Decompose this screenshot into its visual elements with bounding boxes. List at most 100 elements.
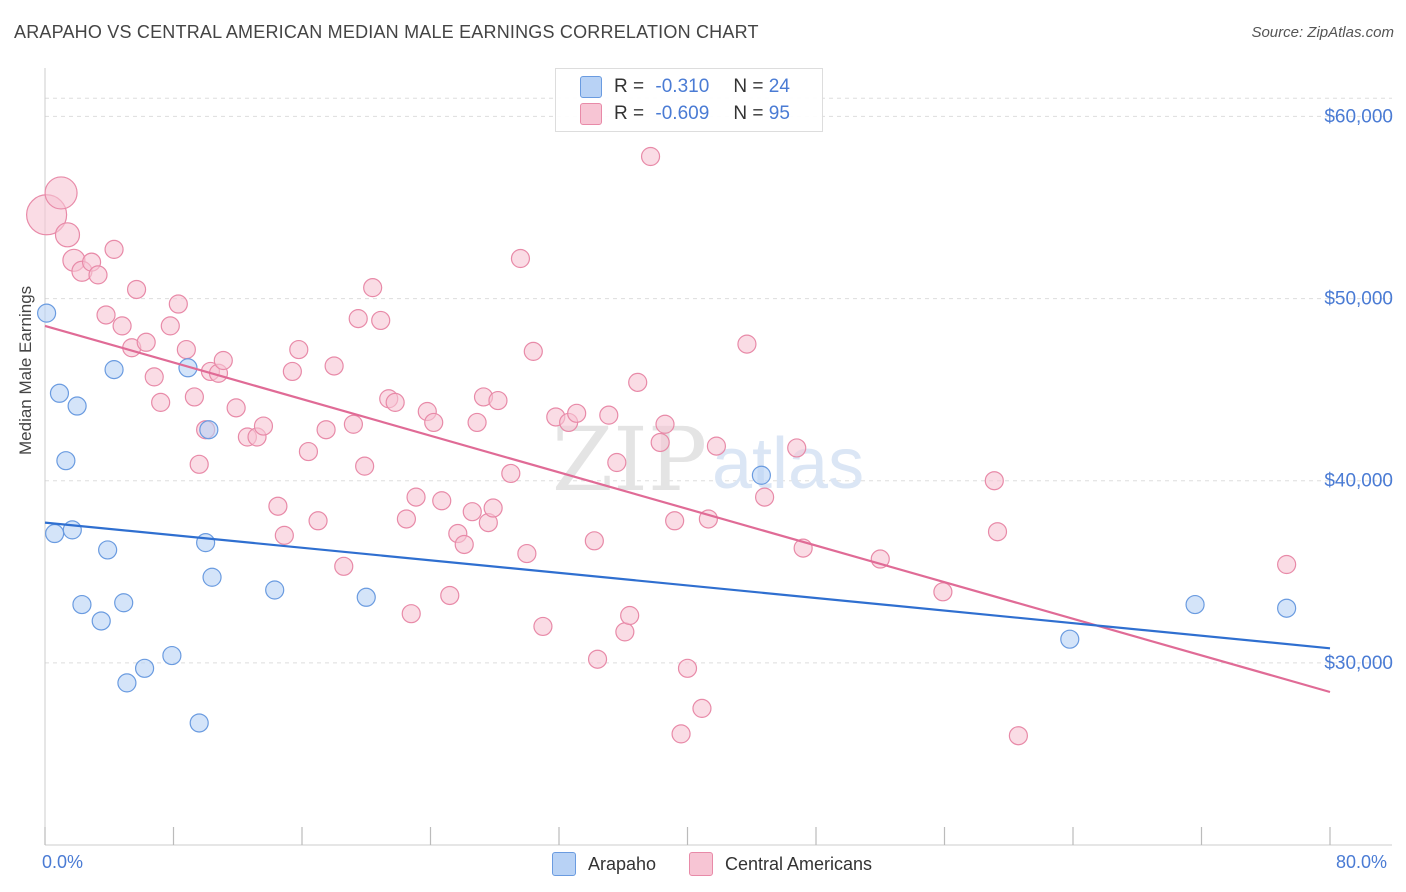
central-americans-point <box>44 176 78 210</box>
arapaho-point <box>49 383 70 403</box>
central-americans-point <box>144 367 164 387</box>
central-americans-point <box>984 471 1004 491</box>
arapaho-point <box>117 673 137 693</box>
central-americans-point <box>787 438 807 458</box>
central-americans-point <box>523 341 543 361</box>
watermark-atlas: atlas <box>712 424 864 504</box>
central-americans-points <box>26 146 1297 746</box>
central-americans-point <box>599 405 619 425</box>
central-americans-point <box>628 372 648 392</box>
x-tick-label-min: 0.0% <box>42 852 84 872</box>
arapaho-point <box>356 587 376 607</box>
watermark-zip: ZIP <box>552 408 707 511</box>
central-americans-point <box>126 279 147 300</box>
r-label: R = <box>614 76 645 97</box>
central-americans-point <box>454 534 474 555</box>
central-americans-point <box>510 248 531 269</box>
n-label: N = <box>733 76 764 97</box>
central-americans-point <box>160 316 180 336</box>
r-label: R = <box>614 103 645 124</box>
central-americans-point <box>363 278 383 298</box>
central-r-value: -0.609 <box>655 103 710 124</box>
arapaho-trend-line <box>44 521 1331 650</box>
central-americans-point <box>112 316 132 336</box>
central-americans-point <box>316 420 336 440</box>
central-americans-point <box>213 350 233 371</box>
arapaho-r-value: -0.310 <box>655 76 710 97</box>
central-americans-point <box>650 432 670 453</box>
central-americans-point <box>424 412 444 433</box>
arapaho-point <box>265 580 285 600</box>
y-tick-labels: $30,000 $40,000 $50,000 $60,000 <box>1324 106 1393 673</box>
central-americans-point <box>253 416 274 436</box>
arapaho-points <box>37 303 1297 733</box>
chart-title: ARAPAHO VS CENTRAL AMERICAN MEDIAN MALE … <box>14 22 759 42</box>
arapaho-legend-label: Arapaho <box>588 853 657 874</box>
central-legend-swatch <box>689 852 713 876</box>
central-n-value: 95 <box>768 103 790 124</box>
y-tick-label: $40,000 <box>1324 471 1393 492</box>
correlation-legend: R = -0.310 N = 24 R = -0.609 N = 95 <box>555 68 823 132</box>
central-americans-point <box>401 604 421 624</box>
central-americans-point <box>501 463 521 484</box>
central-americans-point <box>620 605 640 626</box>
central-americans-point <box>488 390 508 411</box>
arapaho-legend-swatch <box>552 852 576 876</box>
grid-lines <box>45 97 1392 664</box>
central-americans-point <box>184 387 204 407</box>
y-tick-label: $60,000 <box>1324 106 1393 127</box>
central-americans-point <box>533 616 553 637</box>
central-americans-point <box>168 294 188 314</box>
central-americans-point <box>396 509 417 529</box>
arapaho-point <box>1277 598 1297 618</box>
arapaho-n-value: 24 <box>768 76 790 97</box>
bottom-legend-arapaho: Arapaho <box>552 850 656 878</box>
central-americans-point <box>298 441 319 462</box>
arapaho-point <box>37 303 57 323</box>
central-americans-point <box>274 525 294 545</box>
central-americans-point <box>88 265 108 285</box>
central-americans-point <box>517 543 537 564</box>
central-swatch <box>580 103 602 125</box>
central-americans-point <box>655 414 675 434</box>
arapaho-point <box>98 540 118 560</box>
central-legend-label: Central Americans <box>725 853 873 874</box>
arapaho-point <box>104 360 124 380</box>
central-americans-point <box>987 522 1008 542</box>
arapaho-point <box>134 658 155 678</box>
central-americans-point <box>406 487 426 507</box>
y-tick-label: $30,000 <box>1324 653 1393 674</box>
arapaho-point <box>196 533 216 553</box>
central-americans-point <box>640 146 661 167</box>
central-americans-point <box>54 222 81 248</box>
central-americans-point <box>607 452 627 473</box>
central-americans-point <box>462 502 482 522</box>
central-americans-point <box>136 332 156 352</box>
central-americans-point <box>355 456 375 476</box>
central-americans-point <box>567 403 587 423</box>
central-americans-point <box>737 334 757 354</box>
source-label: Source: ZipAtlas.com <box>1251 24 1394 41</box>
central-americans-point <box>348 309 368 329</box>
central-americans-point <box>226 398 246 418</box>
central-americans-point <box>189 454 209 474</box>
legend-row-central: R = -0.609 N = 95 <box>580 101 790 127</box>
bottom-legend-central: Central Americans <box>689 850 872 878</box>
central-americans-point <box>467 412 487 433</box>
arapaho-point <box>1185 594 1205 615</box>
central-americans-point <box>754 487 775 507</box>
arapaho-swatch <box>580 76 602 98</box>
central-americans-point <box>615 622 635 642</box>
central-americans-point <box>371 310 391 331</box>
central-americans-point <box>933 582 953 602</box>
arapaho-point <box>91 611 111 631</box>
central-americans-trend-line <box>44 324 1331 694</box>
arapaho-point <box>72 594 92 615</box>
arapaho-point <box>162 645 182 666</box>
central-americans-point <box>440 585 460 606</box>
arapaho-point <box>202 567 222 587</box>
y-axis-label: Median Male Earnings <box>16 285 35 455</box>
central-americans-point <box>385 392 405 412</box>
arapaho-point <box>67 396 87 416</box>
arapaho-point <box>751 465 771 485</box>
